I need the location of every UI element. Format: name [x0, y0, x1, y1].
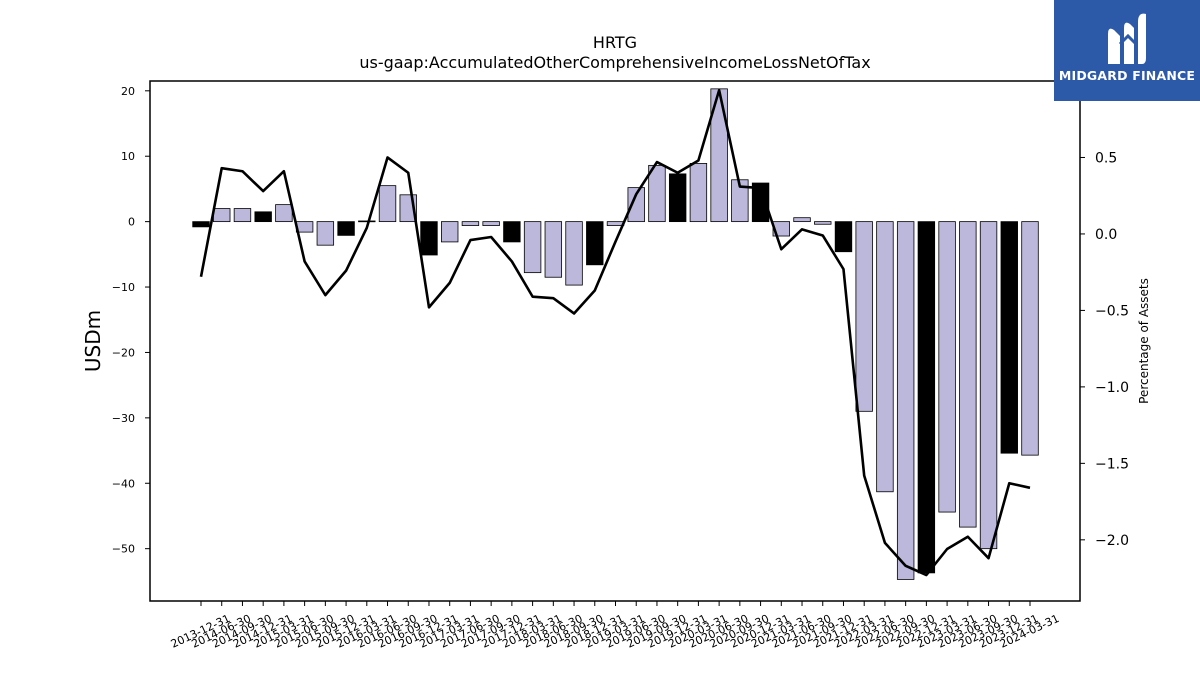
bar — [586, 221, 604, 266]
bar — [938, 221, 956, 513]
y-tick-label: −40 — [112, 477, 135, 490]
y2-tick-label: −1.5 — [1095, 456, 1129, 472]
bar — [523, 221, 542, 274]
bar — [648, 164, 666, 223]
brand-name: MIDGARD FINANCE — [1058, 68, 1196, 83]
bar — [316, 221, 335, 246]
y2-axis-label: Percentage of Assets — [1137, 278, 1151, 404]
bar — [1000, 221, 1018, 454]
bar — [793, 217, 811, 223]
bar — [254, 211, 272, 223]
y2-tick-label: −2.0 — [1095, 533, 1129, 549]
bar — [337, 221, 355, 236]
y-tick-label: −10 — [112, 281, 135, 294]
bar — [1021, 221, 1039, 456]
bar — [834, 221, 853, 253]
bar — [275, 204, 293, 223]
bar — [358, 220, 376, 223]
chart-subtitle: us-gaap:AccumulatedOtherComprehensiveInc… — [359, 53, 870, 72]
y-tick-label: −20 — [112, 346, 135, 359]
bar — [482, 221, 500, 226]
bar — [606, 221, 625, 226]
y-tick-label: −30 — [112, 412, 135, 425]
y2-tick-label: 0.0 — [1095, 227, 1117, 243]
y-tick-label: −50 — [112, 543, 135, 556]
bar — [959, 221, 977, 528]
bar — [192, 221, 210, 228]
y2-tick-label: −0.5 — [1095, 303, 1129, 319]
bar — [233, 208, 252, 223]
bar — [668, 173, 687, 223]
y-tick-label: 10 — [121, 150, 135, 163]
series-line — [199, 88, 1031, 577]
bar — [441, 221, 459, 243]
bar — [814, 221, 832, 225]
bar — [876, 221, 894, 493]
y2-tick-label: 0.5 — [1095, 150, 1117, 166]
bar — [896, 221, 915, 580]
bar — [378, 185, 397, 223]
bar — [544, 221, 563, 278]
bar — [855, 221, 873, 412]
bar — [689, 163, 708, 223]
brand-logo: MIDGARD FINANCE — [1054, 0, 1200, 101]
midgard-m-logo-icon — [1108, 13, 1146, 65]
bar — [772, 221, 790, 237]
bar — [461, 221, 480, 226]
bar — [420, 221, 438, 256]
bar — [731, 179, 749, 223]
y-tick-label: 0 — [128, 216, 135, 229]
bar — [979, 221, 998, 550]
bar — [710, 88, 728, 223]
bar — [917, 221, 936, 574]
chart-title: HRTG — [593, 33, 637, 52]
bar — [751, 182, 770, 223]
y-tick-label: 20 — [121, 85, 135, 98]
bar — [213, 208, 231, 223]
bar — [503, 221, 521, 243]
bar — [565, 221, 583, 286]
y-axis-label: USDm — [81, 310, 105, 372]
y2-tick-label: −1.0 — [1095, 380, 1129, 396]
bar — [627, 187, 645, 223]
